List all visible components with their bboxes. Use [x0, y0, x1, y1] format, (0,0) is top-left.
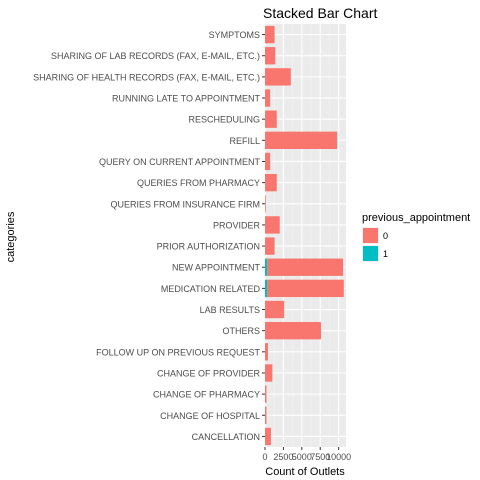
bar-series-0	[265, 110, 277, 128]
bar-series-0	[265, 47, 276, 65]
y-tick-label: QUERIES FROM PHARMACY	[137, 178, 260, 188]
x-tick-label: 7500	[310, 452, 330, 462]
bar-series-0	[265, 385, 267, 403]
bar-series-0	[265, 364, 273, 382]
bar-series-0	[265, 427, 271, 446]
bar-series-0	[265, 343, 268, 361]
x-tick-label: 2500	[273, 452, 293, 462]
y-tick-label: NEW APPOINTMENT	[172, 263, 261, 273]
legend-label: 1	[383, 249, 388, 259]
y-tick-label: QUERY ON CURRENT APPOINTMENT	[99, 157, 261, 167]
legend-key-series-1	[363, 246, 378, 261]
chart-title: Stacked Bar Chart	[263, 5, 377, 21]
y-tick-label: RESCHEDULING	[188, 115, 260, 125]
y-tick-label: RUNNING LATE TO APPOINTMENT	[112, 94, 261, 104]
bar-series-0	[265, 300, 285, 319]
y-tick-label: FOLLOW UP ON PREVIOUS REQUEST	[96, 347, 260, 357]
bar-series-0	[265, 131, 338, 149]
y-tick-label: SYMPTOMS	[209, 30, 260, 40]
legend-label: 0	[383, 231, 388, 241]
bar-series-0	[265, 25, 275, 44]
plot-background	[265, 24, 346, 447]
y-tick-label: PROVIDER	[213, 220, 261, 230]
x-axis-title: Count of Outlets	[265, 466, 345, 478]
bar-series-0	[265, 216, 280, 234]
y-axis-title: categories	[5, 211, 17, 262]
y-tick-label: CHANGE OF HOSPITAL	[160, 411, 260, 421]
bar-series-0	[267, 279, 344, 298]
x-tick-label: 5000	[292, 452, 312, 462]
bar-series-1	[265, 279, 268, 298]
bar-series-0	[265, 68, 291, 86]
legend-title: previous_appointment	[362, 212, 470, 224]
y-tick-label: CHANGE OF PHARMACY	[153, 390, 260, 400]
bar-series-0	[265, 322, 321, 340]
y-tick-label: CANCELLATION	[192, 432, 260, 442]
x-tick-label: 0	[262, 452, 267, 462]
bar-series-0	[267, 258, 344, 276]
y-tick-label: SHARING OF HEALTH RECORDS (FAX, E-MAIL, …	[33, 72, 260, 82]
y-tick-label: OTHERS	[222, 326, 260, 336]
bar-series-0	[265, 89, 271, 107]
y-tick-label: LAB RESULTS	[200, 305, 260, 315]
y-tick-label: REFILL	[229, 136, 260, 146]
legend: previous_appointment 0 1	[362, 212, 470, 262]
y-tick-label: MEDICATION RELATED	[161, 284, 261, 294]
bar-series-0	[265, 237, 275, 255]
y-tick-label: QUERIES FROM INSURANCE FIRM	[110, 199, 260, 209]
y-tick-label: SHARING OF LAB RECORDS (FAX, E-MAIL, ETC…	[51, 51, 260, 61]
bar-series-0	[265, 195, 266, 213]
bar-series-0	[265, 406, 267, 424]
y-tick-label: PRIOR AUTHORIZATION	[157, 242, 260, 252]
x-tick-label: 10000	[326, 452, 351, 462]
bar-series-1	[265, 258, 268, 276]
legend-key-series-0	[363, 228, 378, 243]
bar-series-0	[265, 152, 271, 171]
bar-series-0	[265, 173, 277, 192]
y-tick-label: CHANGE OF PROVIDER	[157, 368, 261, 378]
